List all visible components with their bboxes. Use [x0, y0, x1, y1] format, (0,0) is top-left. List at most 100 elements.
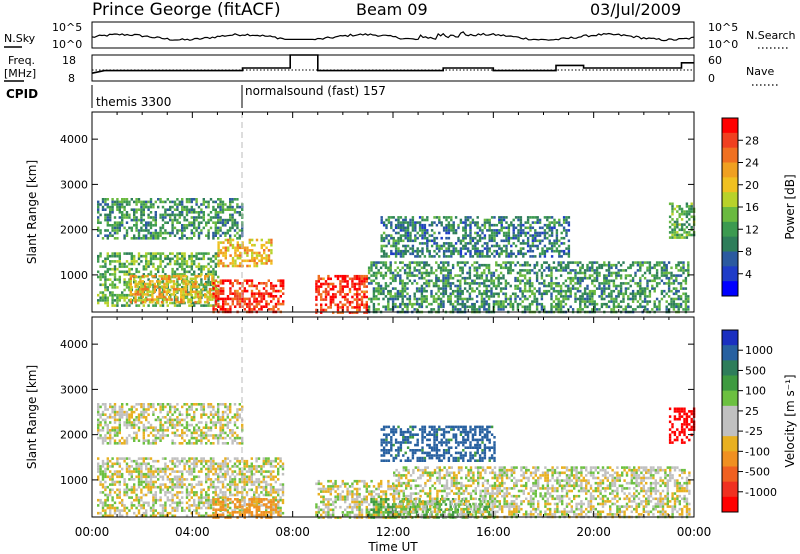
echo-cell [607, 300, 611, 303]
echo-cell [133, 254, 136, 258]
echo-cell [190, 304, 193, 307]
echo-cell [523, 289, 527, 293]
echo-cell [485, 276, 488, 280]
echo-cell [260, 246, 263, 250]
echo-cell [97, 470, 100, 473]
echo-cell [128, 262, 131, 266]
echo-cell [169, 208, 172, 211]
echo-cell [279, 289, 282, 293]
echo-cell [380, 247, 383, 250]
echo-cell [188, 208, 191, 211]
echo-cell [224, 431, 227, 435]
echo-cell [557, 289, 560, 293]
echo-cell [238, 302, 242, 306]
echo-cell [425, 297, 428, 301]
echo-cell [643, 308, 647, 311]
echo-cell [148, 290, 152, 294]
echo-cell [426, 247, 429, 250]
echo-cell [99, 465, 102, 468]
echo-cell [464, 231, 467, 235]
echo-cell [507, 239, 511, 243]
echo-cell [605, 276, 608, 280]
echo-cell [562, 269, 565, 272]
echo-cell [624, 282, 628, 285]
echo-cell [195, 429, 198, 432]
echo-cell [406, 226, 410, 230]
echo-cell [315, 303, 318, 307]
echo-cell [382, 223, 386, 227]
echo-cell [130, 254, 133, 258]
echo-cell [207, 229, 210, 232]
echo-cell [101, 459, 105, 463]
echo-cell [421, 247, 424, 250]
echo-cell [442, 226, 446, 230]
echo-cell [509, 261, 512, 264]
echo-cell [111, 200, 114, 204]
echo-cell [660, 269, 664, 272]
echo-cell [238, 297, 242, 301]
echo-cell [612, 289, 616, 293]
echo-cell [172, 280, 176, 283]
echo-cell [382, 221, 386, 224]
echo-cell [439, 302, 443, 306]
echo-cell [226, 208, 229, 211]
echo-cell [274, 289, 278, 293]
echo-cell [282, 302, 285, 306]
echo-cell [685, 236, 689, 239]
echo-cell [183, 431, 186, 435]
echo-cell [391, 279, 395, 283]
echo-cell [612, 279, 616, 283]
echo-cell [171, 267, 174, 271]
echo-cell [475, 271, 479, 275]
echo-cell [224, 254, 227, 257]
echo-cell [675, 263, 678, 267]
echo-cell [468, 295, 472, 298]
echo-cell [176, 252, 179, 255]
echo-cell [125, 418, 129, 422]
echo-cell [379, 289, 383, 293]
echo-cell [403, 271, 407, 275]
echo-cell [634, 308, 637, 311]
echo-cell [507, 282, 510, 285]
echo-cell [550, 271, 553, 275]
echo-cell [339, 293, 342, 296]
echo-cell [670, 305, 673, 309]
echo-cell [629, 297, 632, 301]
echo-cell [651, 284, 654, 288]
echo-cell [339, 285, 342, 288]
echo-cell [390, 252, 393, 256]
echo-cell [141, 293, 144, 296]
echo-cell [418, 255, 422, 258]
echo-cell [534, 234, 537, 237]
echo-cell [619, 300, 623, 303]
echo-cell [157, 198, 160, 201]
echo-cell [427, 279, 431, 283]
echo-cell [399, 292, 402, 296]
echo-cell [457, 249, 460, 253]
echo-cell [456, 279, 460, 283]
echo-cell [425, 300, 428, 303]
echo-cell [461, 289, 464, 293]
echo-cell [382, 244, 386, 248]
echo-cell [224, 251, 227, 255]
power-color-block [722, 236, 738, 252]
echo-cell [660, 292, 664, 296]
echo-cell [147, 408, 150, 411]
echo-cell [125, 283, 129, 287]
echo-cell [558, 239, 561, 243]
echo-cell [265, 284, 268, 288]
echo-cell [402, 252, 405, 256]
echo-cell [236, 292, 239, 295]
echo-cell [236, 436, 239, 440]
echo-cell [595, 287, 599, 290]
echo-cell [480, 276, 484, 280]
echo-cell [421, 226, 424, 230]
echo-cell [676, 231, 679, 234]
echo-cell [178, 283, 181, 287]
echo-cell [454, 229, 458, 232]
echo-cell [238, 295, 242, 298]
echo-cell [123, 237, 126, 240]
echo-cell [173, 234, 177, 237]
echo-cell [101, 436, 105, 440]
echo-cell [595, 302, 599, 306]
